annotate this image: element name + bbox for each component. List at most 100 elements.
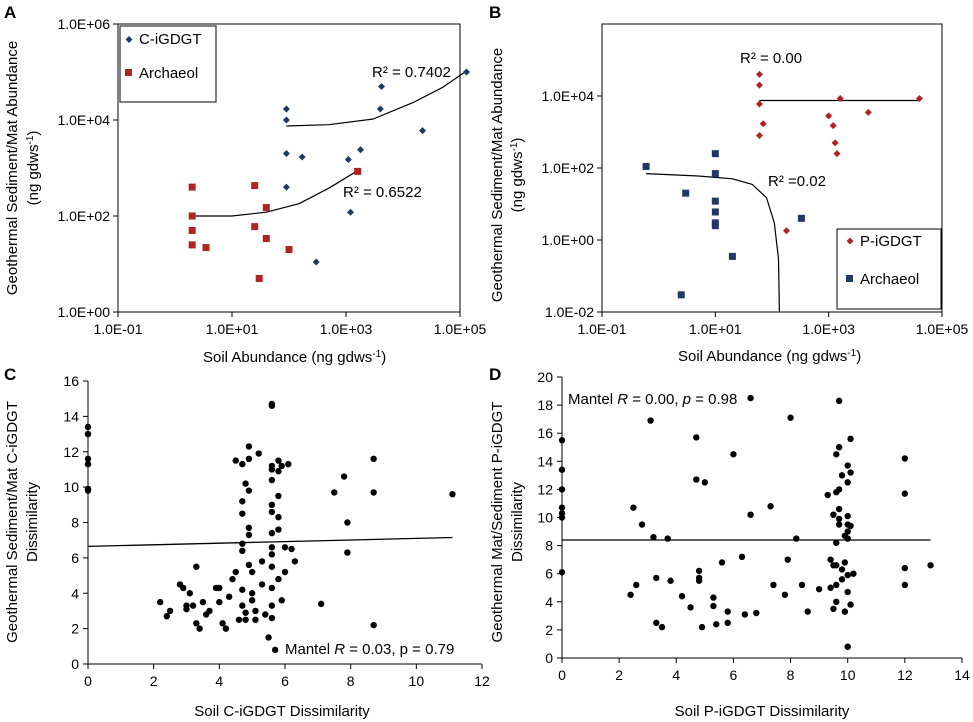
data-point (847, 469, 854, 476)
data-point (275, 513, 282, 521)
data-point (755, 81, 763, 89)
data-point (245, 487, 253, 494)
data-point (755, 70, 763, 78)
legend-marker-diamond-icon (846, 237, 854, 245)
data-point (419, 127, 427, 135)
data-point (825, 112, 833, 120)
data-point (864, 108, 872, 116)
y-tick-label: 4 (71, 585, 79, 601)
data-point (251, 182, 259, 190)
x-tick-label: 4 (672, 667, 680, 683)
x-tick-label: 1.0E-01 (93, 321, 142, 337)
data-point (844, 512, 851, 520)
data-point (282, 183, 290, 191)
data-point (558, 466, 566, 473)
data-point (630, 504, 637, 511)
data-point (282, 116, 290, 124)
data-point (275, 492, 282, 500)
legend-label: Archaeol (860, 271, 919, 288)
x-tick-label: 1.0E+05 (434, 321, 487, 337)
data-point (239, 547, 246, 554)
y-tick-label: 1.0E+04 (57, 112, 110, 128)
data-point (239, 586, 246, 593)
panel-label-c: C (4, 365, 16, 384)
y-axis-label-line2: Dissimilarity (509, 482, 526, 562)
r-squared-label: R² = 0.6522 (343, 184, 422, 201)
data-point (755, 131, 763, 139)
x-tick-label: 1.0E+05 (916, 321, 969, 337)
legend-box (119, 25, 217, 103)
data-point (265, 634, 272, 641)
legend-box (836, 228, 942, 310)
data-point (239, 510, 246, 517)
x-axis-label: Soil P-iGDGT Dissimilarity (675, 703, 850, 720)
x-tick-label: 1.0E+01 (206, 321, 259, 337)
data-point (787, 414, 794, 421)
x-axis-label: Soil Abundance (ng gdws-1) (678, 348, 861, 366)
y-tick-label: 8 (545, 538, 553, 554)
data-point (202, 244, 210, 252)
panel-label-d: D (489, 365, 501, 384)
data-point (741, 611, 749, 618)
data-point (730, 451, 737, 458)
data-point (344, 519, 351, 526)
data-point (782, 227, 790, 235)
data-point (815, 585, 823, 593)
y-tick-label: 12 (537, 481, 553, 497)
plot-frame (117, 23, 461, 313)
panel-d: D 0 2 4 6 8 10 12 14 0 2 4 6 8 10 12 14 16 18 20 Mantel R … (489, 365, 970, 720)
y-axis-label-line2: Dissimilarity (24, 482, 41, 562)
trendline (192, 170, 358, 217)
data-point (844, 528, 851, 535)
data-point (258, 581, 266, 588)
x-tick-label: 4 (215, 673, 223, 689)
data-point (711, 150, 719, 158)
y-tick-label: 20 (537, 369, 553, 385)
y-axis-label: Geothermal Sediment/Mat Abundance (4, 41, 21, 295)
x-tick-label: 1.0E+01 (689, 321, 742, 337)
data-point (271, 646, 279, 654)
data-point (225, 593, 233, 600)
data-point (627, 591, 634, 598)
x-tick-label: 12 (474, 673, 490, 689)
legend-label: P-iGDGT (860, 233, 922, 250)
data-point (285, 460, 292, 468)
data-point (781, 591, 789, 598)
y-tick-label: 1.0E+00 (57, 304, 110, 320)
legend-marker-diamond-icon (125, 36, 133, 43)
y-tick-label: 4 (545, 594, 553, 610)
data-point (759, 120, 767, 128)
data-point (770, 581, 777, 589)
data-point (239, 602, 246, 609)
data-point (268, 602, 276, 609)
y-tick-label: 10 (537, 510, 553, 526)
data-point (268, 466, 276, 473)
data-point (258, 558, 266, 565)
y-tick-label: 14 (63, 408, 79, 424)
r-squared-label: R² = 0.00 (740, 50, 802, 67)
data-point (558, 514, 566, 521)
data-point (718, 559, 726, 566)
data-point (245, 524, 253, 532)
data-point (836, 95, 844, 103)
data-point (285, 246, 293, 254)
data-point (84, 487, 92, 494)
data-point (693, 434, 700, 441)
data-point (166, 607, 174, 615)
data-point (245, 443, 253, 450)
data-point (268, 544, 276, 551)
data-point (199, 598, 207, 606)
data-point (687, 604, 694, 611)
data-point (710, 594, 717, 601)
data-point (344, 549, 351, 556)
data-point (798, 581, 806, 589)
data-point (804, 608, 811, 615)
data-point (245, 531, 253, 539)
x-tick-label: 14 (954, 667, 970, 683)
panel-a: A 1.0E-01 1.0E+01 1.0E+03 1.0E+05 1.0E+00 1.0… (4, 3, 486, 366)
y-tick-label: 8 (71, 515, 79, 531)
data-point (658, 623, 666, 631)
x-tick-label: 1.0E+03 (802, 321, 855, 337)
data-point (901, 564, 909, 572)
data-point (835, 505, 843, 513)
